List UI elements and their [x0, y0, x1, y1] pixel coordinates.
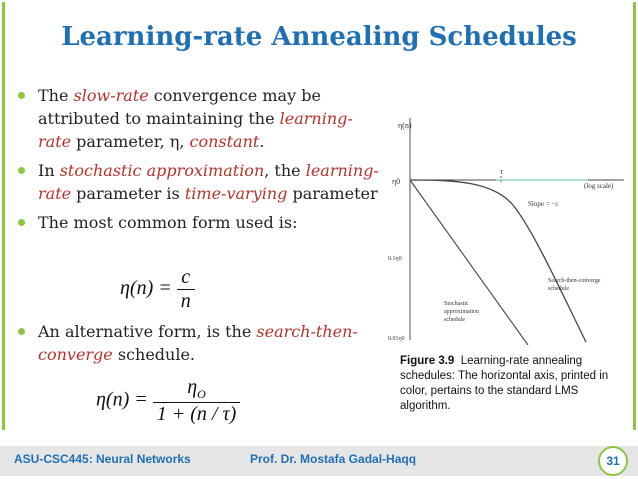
eta-subscript: O — [197, 387, 206, 401]
bullet-dot-icon — [18, 328, 25, 335]
equation-denominator: 1 + (n / τ) — [152, 402, 241, 426]
equation-fraction: ηO 1 + (n / τ) — [152, 376, 241, 426]
bullet-slow-rate: The slow-rate convergence may be attribu… — [14, 84, 384, 153]
x-axis-label: (log scale) — [584, 182, 614, 190]
bullet-dot-icon — [18, 92, 25, 99]
eta-symbol: η — [187, 376, 198, 398]
bullet-list-2: An alternative form, is the search-then-… — [14, 320, 384, 372]
tau-label: τ — [500, 167, 504, 176]
bullet-dot-icon — [18, 219, 25, 226]
emphasis-text: slow-rate — [73, 86, 149, 105]
equation-denominator: n — [176, 289, 195, 313]
bullet-text: parameter — [287, 184, 378, 203]
bullet-text: An alternative form, is the — [38, 322, 257, 341]
stochastic-label: Stochastic — [444, 301, 469, 307]
equation-lhs: η(n) = — [96, 388, 153, 411]
stc-label: schedule — [548, 286, 569, 292]
bullet-text: , the — [264, 161, 306, 180]
slide-title: Learning-rate Annealing Schedules — [61, 22, 577, 52]
left-border-accent — [2, 2, 5, 430]
emphasis-text: time-varying — [184, 184, 288, 203]
y-axis-label: η(n) — [398, 121, 412, 130]
stochastic-curve — [409, 179, 529, 345]
emphasis-text: constant — [189, 132, 260, 151]
stc-label: Search-then-converge — [548, 278, 601, 284]
bullet-text: The most common form used is: — [38, 213, 298, 232]
bullet-list: The slow-rate convergence may be attribu… — [14, 84, 384, 240]
slope-label: Slope = −c — [528, 200, 558, 208]
bullet-text: In — [38, 161, 60, 180]
right-border-accent — [633, 2, 636, 430]
bullet-stochastic: In stochastic approximation, the learnin… — [14, 159, 384, 205]
emphasis-text: learning-rate — [38, 109, 353, 151]
bullet-search-then-converge: An alternative form, is the search-then-… — [14, 320, 384, 366]
emphasis-text: stochastic approximation — [59, 161, 265, 180]
bullet-text: schedule. — [112, 345, 196, 364]
footer-course: ASU-CSC445: Neural Networks — [14, 452, 191, 466]
equation-search-then-converge: η(n) = ηO 1 + (n / τ) — [96, 376, 241, 426]
footer-author: Prof. Dr. Mostafa Gadal-Haqq — [250, 452, 417, 466]
stochastic-label: schedule — [444, 317, 465, 323]
equation-numerator: ηO — [153, 376, 241, 402]
bullet-text: parameter is — [71, 184, 185, 203]
tick-01eta0: 0.1η0 — [388, 256, 402, 262]
tick-eta0: η0 — [392, 177, 400, 186]
equation-lhs: η(n) = — [120, 277, 177, 300]
bullet-text: parameter, η, — [71, 132, 190, 151]
bullet-common-form: The most common form used is: — [14, 211, 384, 234]
emphasis-text: learning-rate — [38, 161, 379, 203]
search-then-converge-curve — [409, 179, 587, 343]
caption-figure-number: Figure 3.9 — [400, 355, 455, 367]
annealing-figure: η(n) η0 0.1η0 0.01η0 (log scale) τ Slope… — [388, 118, 624, 345]
figure-caption: Figure 3.9 Learning-rate annealing sched… — [400, 354, 618, 414]
page-number: 31 — [598, 446, 628, 476]
caption-text: Learning-rate annealing schedules: The h… — [400, 355, 609, 412]
bullet-dot-icon — [18, 167, 25, 174]
bullet-text: . — [259, 132, 265, 151]
equation-numerator: c — [181, 266, 191, 288]
bullet-text: The — [38, 86, 74, 105]
emphasis-text: search-then-converge — [38, 322, 358, 364]
stochastic-label: approximation — [444, 309, 479, 315]
bullet-text: convergence may be attributed to maintai… — [38, 86, 321, 128]
footer-bar — [0, 446, 638, 476]
tick-001eta0: 0.01η0 — [388, 336, 405, 342]
